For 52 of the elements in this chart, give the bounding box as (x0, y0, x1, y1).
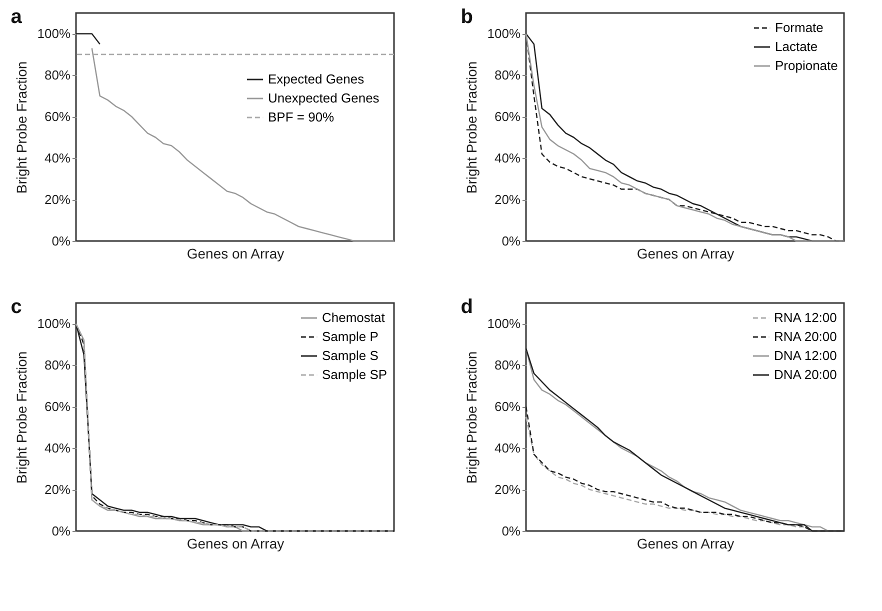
chart-title: b (460, 6, 473, 28)
y-axis-title: Bright Probe Fraction (13, 351, 30, 484)
y-tick-label: 60% (44, 109, 71, 124)
legend-label: Sample S (322, 348, 379, 363)
y-tick-label: 0% (502, 524, 521, 538)
x-axis-title: Genes on Array (186, 536, 284, 552)
y-tick-label: 20% (494, 192, 521, 208)
y-tick-label: 20% (44, 192, 71, 208)
y-tick-label: 100% (37, 316, 71, 332)
y-tick-label: 20% (494, 482, 521, 498)
y-tick-label: 80% (494, 358, 521, 373)
chart-title: a (10, 6, 23, 28)
y-tick-label: 80% (44, 358, 71, 373)
y-tick-label: 60% (494, 399, 521, 414)
y-tick-label: 80% (44, 68, 71, 83)
legend-label: RNA 20:00 (774, 329, 837, 344)
y-tick-label: 80% (494, 68, 521, 83)
legend-label: Expected Genes (268, 71, 365, 86)
y-tick-label: 100% (487, 316, 521, 332)
x-axis-title: Genes on Array (636, 536, 734, 552)
chart-title: d (460, 296, 473, 318)
legend-label: RNA 12:00 (774, 310, 837, 325)
y-tick-label: 0% (52, 524, 71, 538)
y-tick-label: 100% (37, 26, 71, 42)
legend-label: Unexpected Genes (268, 90, 380, 106)
chart-title: c (10, 296, 22, 318)
y-tick-label: 40% (494, 440, 521, 456)
legend-label: Sample P (322, 329, 378, 344)
y-tick-label: 20% (44, 482, 71, 498)
y-tick-label: 0% (52, 234, 71, 248)
y-tick-label: 40% (44, 150, 71, 166)
legend-label: BPF = 90% (268, 109, 335, 124)
y-tick-label: 40% (494, 150, 521, 166)
y-axis-title: Bright Probe Fraction (463, 351, 480, 484)
y-tick-label: 0% (502, 234, 521, 248)
x-axis-title: Genes on Array (636, 246, 734, 262)
y-tick-label: 60% (494, 109, 521, 124)
legend-label: Sample SP (322, 367, 388, 382)
legend-label: DNA 20:00 (774, 367, 837, 382)
legend-label: Chemostat (322, 310, 386, 325)
y-tick-label: 100% (487, 26, 521, 42)
line-series (91, 48, 395, 242)
y-tick-label: 60% (44, 399, 71, 414)
legend-label: Propionate (775, 58, 838, 73)
y-axis-title: Bright Probe Fraction (463, 61, 480, 194)
x-axis-title: Genes on Array (186, 246, 284, 262)
y-tick-label: 40% (44, 440, 71, 456)
legend-label: Formate (775, 20, 824, 35)
legend-label: Lactate (775, 39, 818, 54)
y-axis-title: Bright Probe Fraction (13, 61, 30, 194)
legend-label: DNA 12:00 (774, 348, 837, 363)
line-series (75, 323, 395, 532)
